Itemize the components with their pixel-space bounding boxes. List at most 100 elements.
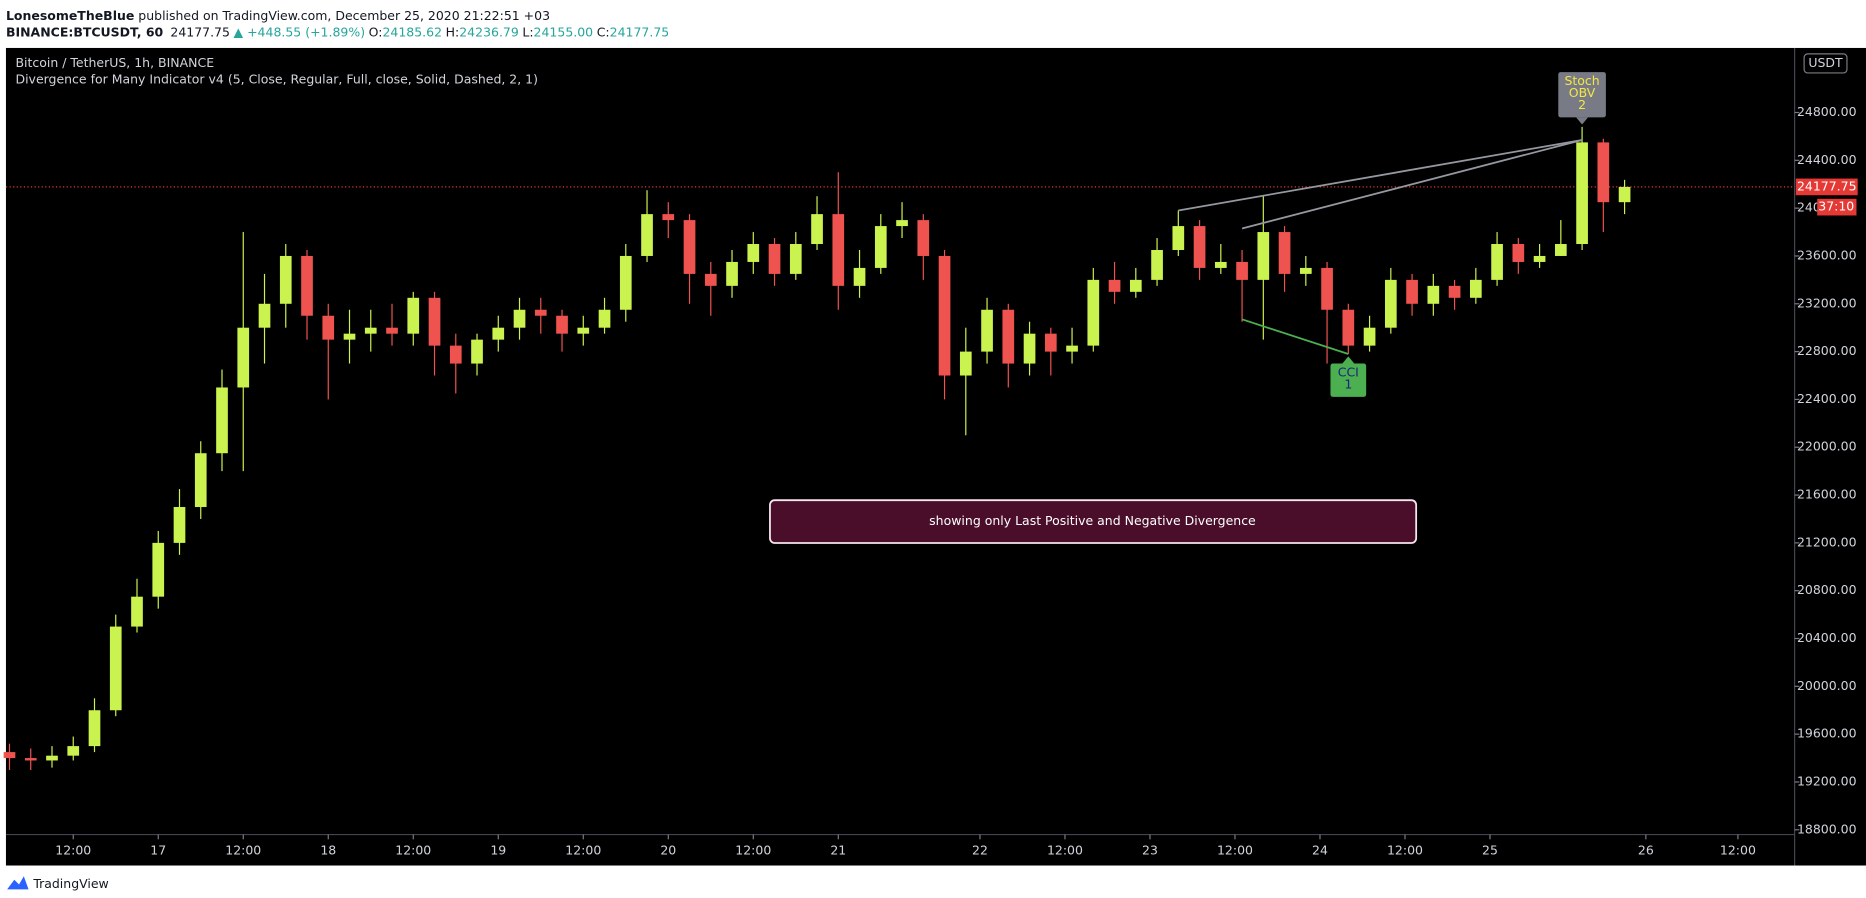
- candle-body: [1427, 285, 1440, 304]
- candle-body: [874, 226, 887, 268]
- candle-body: [1448, 285, 1461, 298]
- x-tick-label: 19: [490, 843, 506, 858]
- annotation-pointer: [1576, 117, 1589, 125]
- x-tick-label: 22: [972, 843, 988, 858]
- candle-body: [726, 261, 738, 286]
- symbol: BINANCE:BTCUSDT, 60: [6, 24, 164, 39]
- candle-body: [1406, 279, 1418, 304]
- x-tick-label: 12:00: [735, 843, 771, 858]
- candle-body: [1554, 244, 1567, 256]
- candle-body: [619, 255, 632, 310]
- candle-body: [641, 214, 653, 256]
- x-tick-label: 12:00: [565, 843, 601, 858]
- x-tick-label: 26: [1638, 843, 1654, 858]
- y-tick-label: 19200.00: [1797, 773, 1857, 788]
- annotation-text: CCI: [1338, 365, 1359, 380]
- candle-body: [1108, 279, 1121, 292]
- y-tick-label: 21600.00: [1797, 487, 1857, 502]
- candle-body: [1151, 249, 1163, 280]
- candle-body: [88, 710, 101, 747]
- candle-body: [1002, 309, 1015, 364]
- c-label: C:: [597, 24, 610, 39]
- symbol-line: BINANCE:BTCUSDT, 60 24177.75 ▲ +448.55 (+1…: [6, 24, 669, 39]
- candle-body: [1384, 279, 1397, 328]
- candle-body: [67, 746, 80, 756]
- y-tick-label: 20000.00: [1797, 678, 1857, 693]
- candle-body: [981, 309, 993, 352]
- candle-body: [683, 220, 696, 274]
- candle-body: [1172, 226, 1185, 250]
- plot: 18800.00 19200.00 19600.00 20000.00 20400.00…: [3, 72, 1857, 858]
- annotation-text: Stoch: [1564, 73, 1599, 88]
- candle-body: [1363, 327, 1376, 346]
- last-price-tag: [1795, 178, 1858, 196]
- candle-body: [24, 758, 37, 761]
- annotation-text: 2: [1578, 97, 1586, 112]
- x-tick-label: 12:00: [225, 843, 261, 858]
- x-tick-label: 25: [1482, 843, 1498, 858]
- x-tick-label: 20: [660, 843, 676, 858]
- candle-body: [1618, 186, 1631, 203]
- logo: [7, 876, 29, 890]
- candle-body: [258, 303, 271, 328]
- annotation-box: [1330, 363, 1367, 397]
- y-tick-label: 19600.00: [1797, 726, 1857, 741]
- candle-body: [1278, 232, 1291, 274]
- divergence-line: [1178, 139, 1583, 212]
- published: published on TradingView.com, December 2…: [134, 7, 550, 22]
- o-label: O:: [369, 24, 383, 39]
- candle-body: [556, 315, 568, 334]
- candle-body: [1512, 244, 1525, 262]
- x-tick-label: 12:00: [1217, 843, 1253, 858]
- candle-body: [1321, 267, 1333, 310]
- x-tick-label: 18: [320, 843, 336, 858]
- candle-body: [364, 327, 377, 334]
- candle-body: [471, 339, 483, 364]
- candle-body: [1214, 261, 1227, 268]
- candle-body: [917, 220, 930, 256]
- o-value: 24185.62: [382, 24, 442, 39]
- candle-body: [1533, 255, 1546, 262]
- note-text: showing only Last Positive and Negative …: [929, 513, 1256, 528]
- candle-body: [1257, 232, 1270, 280]
- x-tick-label: 21: [830, 843, 846, 858]
- candle-body: [386, 327, 398, 334]
- candle-body: [131, 596, 143, 627]
- candle-body: [1342, 309, 1355, 346]
- candle-body: [704, 273, 717, 286]
- y-tick-label: 23200.00: [1797, 295, 1857, 310]
- candle-body: [301, 255, 313, 316]
- candle-body: [1087, 279, 1100, 346]
- candle-body: [343, 333, 356, 340]
- candle-body: [109, 626, 122, 711]
- x-tick-label: 12:00: [1720, 843, 1756, 858]
- candle-body: [853, 267, 866, 286]
- change: ▲ +448.55 (+1.89%): [234, 24, 366, 39]
- last: 24177.75: [170, 24, 230, 39]
- y-tick-label: 20400.00: [1797, 630, 1857, 645]
- candle-body: [1469, 279, 1482, 298]
- footer-logo: [7, 876, 29, 890]
- brand: TradingView: [32, 876, 108, 891]
- candle-body: [194, 453, 207, 508]
- x-tick-label: 12:00: [1387, 843, 1423, 858]
- y-tick-label: 22400.00: [1797, 391, 1857, 406]
- x-tick-label: 17: [150, 843, 166, 858]
- countdown-label: 37:10: [1818, 199, 1854, 214]
- candle-body: [747, 244, 760, 262]
- candle-body: [662, 214, 675, 221]
- candle-body: [46, 755, 58, 761]
- candle-body: [279, 255, 292, 304]
- y-tick-label: 24800.00: [1797, 104, 1857, 119]
- y-tick-label: 23600.00: [1797, 247, 1857, 262]
- annotation-text: OBV: [1569, 85, 1596, 100]
- y-tick-label: 24400.00: [1797, 152, 1857, 167]
- candle-body: [1193, 226, 1206, 268]
- currency-box: [1803, 53, 1848, 74]
- candle-body: [577, 327, 590, 334]
- x-tick-label: 12:00: [1047, 843, 1083, 858]
- candle-body: [449, 345, 462, 364]
- x-tick-label: 24: [1312, 843, 1328, 858]
- annotation-text: 1: [1344, 376, 1352, 391]
